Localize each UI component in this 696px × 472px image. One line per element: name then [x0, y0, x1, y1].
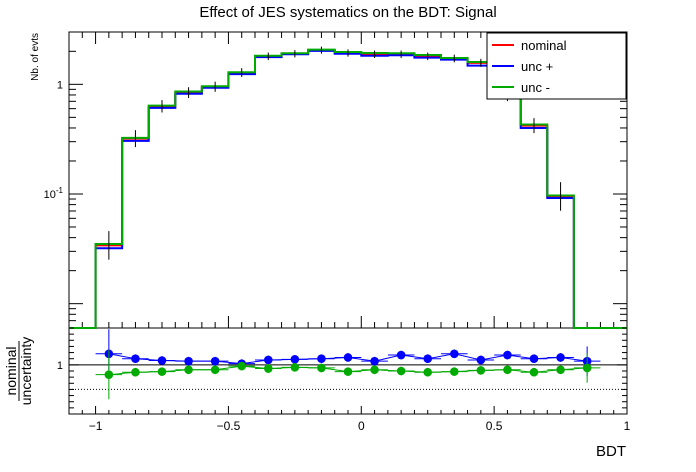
- legend-label: nominal: [521, 38, 567, 53]
- ratio-point-unc-plus: [423, 354, 433, 364]
- ratio-point-unc-minus: [396, 366, 406, 376]
- ratio-point-unc-minus: [237, 361, 247, 371]
- x-tick-label: 0: [358, 419, 365, 433]
- ratio-point-unc-plus: [556, 353, 565, 362]
- ratio-point-unc-plus: [131, 354, 140, 364]
- legend-label: unc -: [521, 80, 550, 95]
- ratio-point-unc-minus: [104, 370, 114, 379]
- ratio-label-numerator: nominal: [3, 346, 19, 395]
- ratio-point-unc-minus: [290, 363, 300, 372]
- ratio-point-unc-plus: [476, 355, 486, 365]
- chart-title: Effect of JES systematics on the BDT: Si…: [199, 4, 496, 21]
- legend-label: unc +: [521, 59, 553, 74]
- ratio-point-unc-minus: [503, 365, 512, 375]
- ratio-point-unc-minus: [131, 367, 140, 377]
- ratio-point-unc-minus: [423, 367, 433, 377]
- y-tick-label: 10-1: [44, 186, 64, 201]
- ratio-point-unc-minus: [582, 363, 592, 373]
- ratio-point-unc-plus: [290, 355, 300, 364]
- ratio-point-unc-plus: [157, 356, 167, 365]
- x-tick-label: −1: [89, 419, 103, 433]
- ratio-point-unc-plus: [503, 350, 512, 360]
- ratio-point-unc-plus: [529, 354, 539, 364]
- x-tick-label: −0.5: [217, 419, 241, 433]
- ratio-point-unc-minus: [157, 367, 167, 376]
- ratio-point-unc-minus: [449, 367, 459, 376]
- legend: nominal unc + unc -: [486, 32, 627, 100]
- ratio-point-unc-plus: [317, 354, 326, 364]
- histogram-uncminus: [69, 48, 627, 329]
- ratio-point-unc-plus: [343, 353, 353, 362]
- ratio-point-unc-plus: [210, 356, 220, 366]
- ratio-points: [95, 329, 601, 400]
- ratio-point-unc-minus: [263, 364, 273, 373]
- ratio-point-unc-minus: [476, 366, 486, 375]
- ratio-point-unc-plus: [184, 356, 193, 366]
- ratio-point-unc-minus: [529, 367, 539, 377]
- y-tick-label: 1: [57, 79, 63, 91]
- ratio-y-tick-label: 1: [57, 360, 63, 372]
- ratio-label-denominator: uncertainty: [18, 337, 34, 405]
- main-axes: 10-1 1: [44, 31, 628, 329]
- main-error-bars: [108, 46, 562, 260]
- ratio-point-unc-minus: [317, 363, 326, 373]
- ratio-point-unc-minus: [210, 365, 220, 375]
- ratio-point-unc-minus: [184, 365, 193, 375]
- x-tick-label: 0.5: [486, 419, 503, 433]
- y-axis-label: Nb. of evts: [30, 33, 41, 81]
- x-tick-label: 1: [624, 419, 631, 433]
- x-axis-label: BDT: [596, 443, 626, 460]
- ratio-point-unc-plus: [370, 356, 379, 366]
- ratio-point-unc-plus: [449, 349, 459, 359]
- ratio-point-unc-minus: [556, 365, 565, 375]
- ratio-y-label: nominal uncertainty: [3, 337, 34, 405]
- ratio-point-unc-plus: [263, 355, 273, 365]
- ratio-point-unc-minus: [343, 367, 353, 376]
- ratio-point-unc-minus: [370, 365, 379, 375]
- ratio-point-unc-plus: [396, 350, 406, 360]
